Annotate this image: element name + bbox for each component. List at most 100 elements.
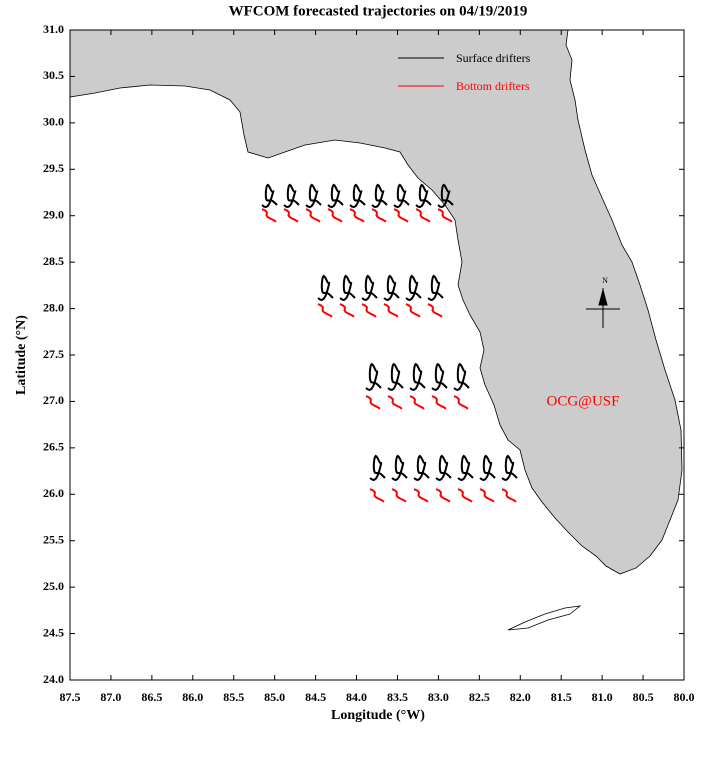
x-tick-label: 85.0 — [264, 690, 285, 704]
surface-trajectory — [261, 183, 278, 209]
y-tick-label: 25.0 — [43, 579, 64, 593]
surface-trajectory — [339, 274, 356, 302]
bottom-trajectory — [431, 395, 447, 410]
surface-trajectory — [479, 454, 496, 482]
bottom-trajectory — [339, 303, 355, 318]
surface-trajectory — [365, 362, 382, 391]
y-tick-label: 27.5 — [43, 347, 64, 361]
x-tick-label: 84.5 — [305, 690, 326, 704]
surface-trajectory — [383, 274, 400, 302]
bottom-trajectory — [405, 303, 421, 318]
y-tick-label: 30.0 — [43, 115, 64, 129]
surface-trajectory — [361, 274, 378, 302]
legend: Surface drifters Bottom drifters — [398, 51, 531, 93]
bottom-trajectory — [383, 303, 399, 318]
bottom-trajectory — [501, 488, 517, 503]
x-tick-label: 81.5 — [551, 690, 572, 704]
bottom-trajectory — [371, 208, 387, 223]
y-tick-label: 24.5 — [43, 625, 64, 639]
bottom-trajectory — [453, 395, 469, 410]
x-tick-label: 87.5 — [60, 690, 81, 704]
surface-trajectory — [305, 183, 322, 209]
keys — [507, 605, 582, 631]
bottom-trajectory — [283, 208, 299, 223]
surface-trajectory — [317, 274, 334, 302]
bottom-trajectory — [261, 208, 277, 223]
surface-trajectory — [415, 183, 432, 209]
x-tick-label: 82.0 — [510, 690, 531, 704]
bottom-trajectory — [361, 303, 377, 318]
y-tick-label: 28.5 — [43, 254, 64, 268]
surface-trajectory — [349, 183, 366, 209]
surface-trajectory — [437, 183, 454, 209]
bottom-trajectory — [387, 395, 403, 410]
legend-label: Surface drifters — [456, 51, 531, 65]
bottom-trajectory — [479, 488, 495, 503]
bottom-trajectory — [427, 303, 443, 318]
chart-title: WFCOM forecasted trajectories on 04/19/2… — [229, 3, 528, 19]
y-tick-label: 25.5 — [43, 532, 64, 546]
surface-trajectory — [393, 183, 410, 209]
bottom-trajectory — [327, 208, 343, 223]
surface-trajectory — [409, 362, 426, 391]
x-tick-label: 83.0 — [428, 690, 449, 704]
surface-trajectory — [405, 274, 422, 302]
x-tick-label: 80.5 — [633, 690, 654, 704]
surface-trajectory — [427, 274, 444, 302]
compass-arrow — [598, 288, 608, 306]
x-tick-label: 86.0 — [182, 690, 203, 704]
surface-trajectory — [431, 362, 448, 391]
y-tick-label: 26.0 — [43, 486, 64, 500]
land — [69, 29, 683, 575]
bottom-trajectory — [413, 488, 429, 503]
x-tick-label: 85.5 — [223, 690, 244, 704]
bottom-trajectory — [369, 488, 385, 503]
surface-trajectory — [387, 362, 404, 391]
y-axis-title: Latitude (°N) — [14, 315, 29, 395]
surface-trajectory — [391, 454, 408, 482]
y-tick-label: 29.0 — [43, 207, 64, 221]
y-tick-label: 27.0 — [43, 393, 64, 407]
y-tick-label: 29.5 — [43, 161, 64, 175]
surface-trajectory — [453, 362, 470, 391]
bottom-trajectory — [415, 208, 431, 223]
bottom-trajectory — [365, 395, 381, 410]
bottom-trajectory — [391, 488, 407, 503]
x-tick-label: 84.0 — [346, 690, 367, 704]
compass-label: N — [602, 276, 608, 285]
surface-trajectory — [371, 183, 388, 209]
y-tick-label: 24.0 — [43, 672, 64, 686]
bottom-trajectory — [305, 208, 321, 223]
bottom-trajectory — [409, 395, 425, 410]
x-axis-title: Longitude (°W) — [331, 708, 425, 723]
surface-trajectory — [283, 183, 300, 209]
axes: 87.5 87.0 86.5 86.0 85.5 85.0 84.5 84.0 83.5 83.0… — [43, 22, 695, 704]
surface-trajectory — [501, 454, 518, 482]
bottom-trajectory — [457, 488, 473, 503]
compass-rose — [586, 288, 620, 328]
y-tick-label: 30.5 — [43, 68, 64, 82]
x-tick-label: 80.0 — [674, 690, 695, 704]
surface-trajectory — [413, 454, 430, 482]
annotation: OCG@USF — [546, 393, 619, 409]
bottom-trajectory — [393, 208, 409, 223]
trajectories — [261, 183, 518, 503]
bottom-trajectory — [317, 303, 333, 318]
legend-label: Bottom drifters — [456, 79, 530, 93]
surface-trajectory — [435, 454, 452, 482]
x-tick-label: 87.0 — [100, 690, 121, 704]
x-tick-label: 81.0 — [592, 690, 613, 704]
x-tick-label: 83.5 — [387, 690, 408, 704]
bottom-trajectory — [435, 488, 451, 503]
bottom-trajectory — [349, 208, 365, 223]
y-tick-label: 31.0 — [43, 22, 64, 36]
x-tick-label: 86.5 — [141, 690, 162, 704]
y-tick-label: 28.0 — [43, 300, 64, 314]
y-tick-label: 26.5 — [43, 440, 64, 454]
surface-trajectory — [369, 454, 386, 482]
surface-trajectory — [327, 183, 344, 209]
x-tick-label: 82.5 — [469, 690, 490, 704]
surface-trajectory — [457, 454, 474, 482]
bottom-trajectory — [437, 208, 453, 223]
